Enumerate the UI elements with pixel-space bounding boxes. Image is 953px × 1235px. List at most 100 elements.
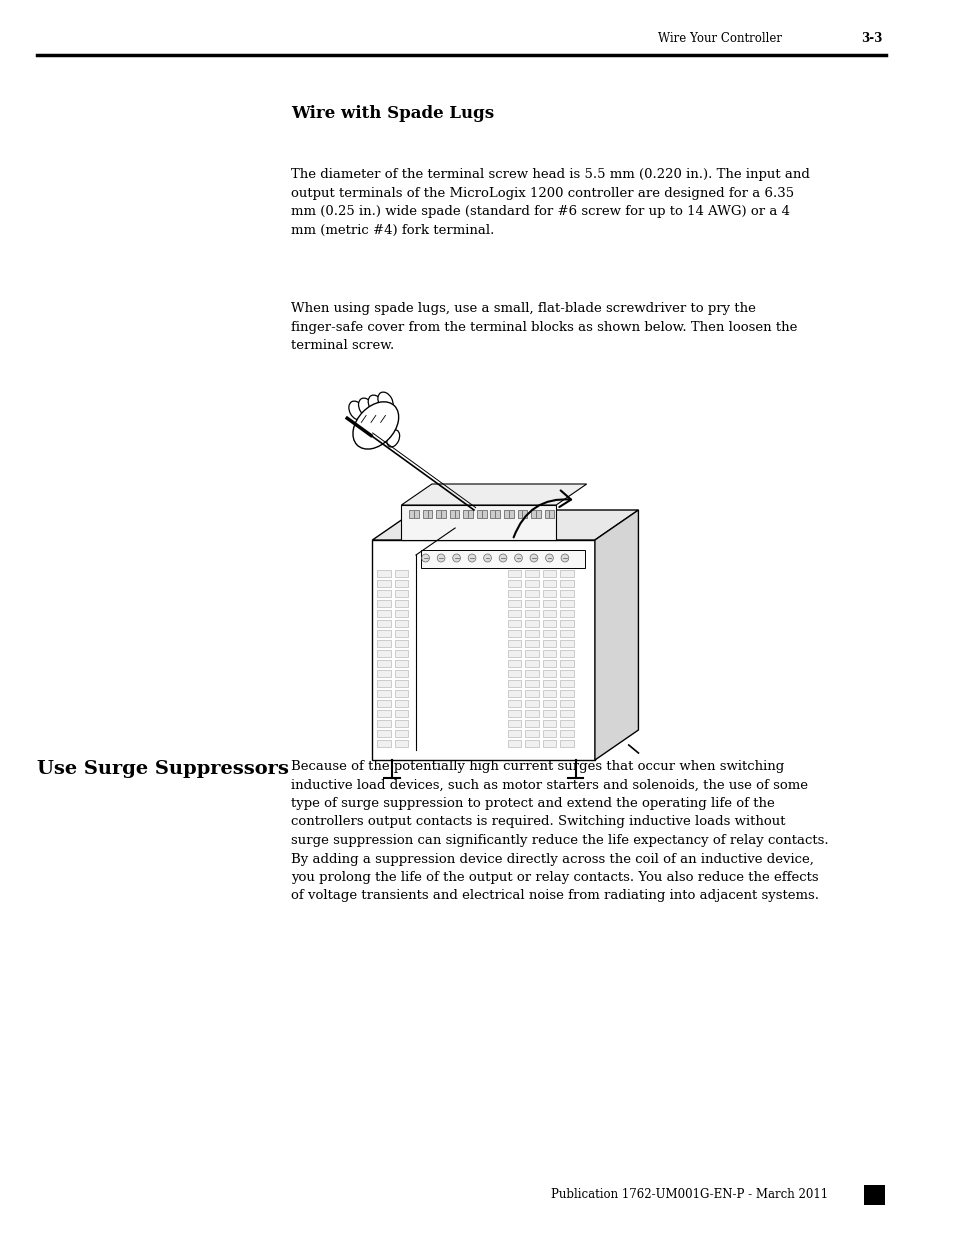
Polygon shape <box>542 671 556 677</box>
Polygon shape <box>542 620 556 627</box>
Polygon shape <box>525 690 538 697</box>
Polygon shape <box>507 730 521 737</box>
Polygon shape <box>395 690 408 697</box>
Polygon shape <box>395 600 408 606</box>
Ellipse shape <box>358 398 374 416</box>
Polygon shape <box>376 700 391 706</box>
Text: Because of the potentially high current surges that occur when switching
inducti: Because of the potentially high current … <box>291 760 827 903</box>
Polygon shape <box>507 700 521 706</box>
Circle shape <box>483 555 491 562</box>
Polygon shape <box>559 720 573 727</box>
Polygon shape <box>507 630 521 637</box>
Polygon shape <box>559 690 573 697</box>
Circle shape <box>560 555 568 562</box>
Circle shape <box>453 555 460 562</box>
Polygon shape <box>376 650 391 657</box>
Polygon shape <box>376 690 391 697</box>
Polygon shape <box>525 590 538 597</box>
Polygon shape <box>559 730 573 737</box>
Circle shape <box>498 555 506 562</box>
Circle shape <box>436 555 444 562</box>
Polygon shape <box>559 590 573 597</box>
Polygon shape <box>395 650 408 657</box>
Circle shape <box>468 555 476 562</box>
Polygon shape <box>559 710 573 718</box>
Polygon shape <box>525 740 538 747</box>
Polygon shape <box>525 700 538 706</box>
Ellipse shape <box>377 391 393 411</box>
Polygon shape <box>525 730 538 737</box>
Text: When using spade lugs, use a small, flat-blade screwdriver to pry the
finger-saf: When using spade lugs, use a small, flat… <box>291 303 796 352</box>
Polygon shape <box>525 620 538 627</box>
Polygon shape <box>595 510 638 760</box>
Polygon shape <box>542 580 556 587</box>
Polygon shape <box>542 680 556 687</box>
Polygon shape <box>395 700 408 706</box>
Polygon shape <box>376 720 391 727</box>
Polygon shape <box>507 680 521 687</box>
Polygon shape <box>507 571 521 577</box>
FancyArrowPatch shape <box>513 490 571 537</box>
Text: The diameter of the terminal screw head is 5.5 mm (0.220 in.). The input and
out: The diameter of the terminal screw head … <box>291 168 809 236</box>
Polygon shape <box>542 700 556 706</box>
Ellipse shape <box>349 401 364 420</box>
Polygon shape <box>559 640 573 647</box>
Polygon shape <box>559 571 573 577</box>
Polygon shape <box>436 510 445 517</box>
Polygon shape <box>507 720 521 727</box>
Polygon shape <box>376 600 391 606</box>
Polygon shape <box>525 600 538 606</box>
Polygon shape <box>559 630 573 637</box>
Polygon shape <box>542 600 556 606</box>
Polygon shape <box>542 590 556 597</box>
Polygon shape <box>507 710 521 718</box>
Polygon shape <box>376 710 391 718</box>
Polygon shape <box>376 659 391 667</box>
Polygon shape <box>395 590 408 597</box>
Polygon shape <box>395 740 408 747</box>
Polygon shape <box>542 720 556 727</box>
Polygon shape <box>559 610 573 618</box>
Polygon shape <box>544 510 554 517</box>
Polygon shape <box>401 505 556 540</box>
Polygon shape <box>463 510 473 517</box>
Polygon shape <box>517 510 527 517</box>
Polygon shape <box>395 680 408 687</box>
Text: Publication 1762-UM001G-EN-P - March 2011: Publication 1762-UM001G-EN-P - March 201… <box>551 1188 827 1202</box>
Polygon shape <box>490 510 499 517</box>
Text: Wire Your Controller: Wire Your Controller <box>657 32 781 44</box>
Polygon shape <box>507 580 521 587</box>
Polygon shape <box>395 640 408 647</box>
Polygon shape <box>525 671 538 677</box>
Polygon shape <box>376 640 391 647</box>
Polygon shape <box>542 710 556 718</box>
Polygon shape <box>449 510 459 517</box>
Text: 3-3: 3-3 <box>860 32 882 44</box>
Polygon shape <box>507 640 521 647</box>
Polygon shape <box>376 630 391 637</box>
Polygon shape <box>409 510 418 517</box>
Polygon shape <box>395 720 408 727</box>
Polygon shape <box>395 671 408 677</box>
Polygon shape <box>542 690 556 697</box>
Polygon shape <box>372 540 595 760</box>
Polygon shape <box>559 580 573 587</box>
Polygon shape <box>503 510 513 517</box>
Polygon shape <box>559 671 573 677</box>
Bar <box>862 1186 884 1205</box>
Polygon shape <box>531 510 540 517</box>
Polygon shape <box>559 680 573 687</box>
Circle shape <box>421 555 429 562</box>
Polygon shape <box>542 640 556 647</box>
Ellipse shape <box>368 395 383 414</box>
Polygon shape <box>376 571 391 577</box>
Circle shape <box>530 555 537 562</box>
Polygon shape <box>376 610 391 618</box>
Polygon shape <box>559 700 573 706</box>
Polygon shape <box>476 510 486 517</box>
Polygon shape <box>542 659 556 667</box>
Polygon shape <box>395 571 408 577</box>
Polygon shape <box>525 659 538 667</box>
Polygon shape <box>507 671 521 677</box>
Polygon shape <box>395 730 408 737</box>
